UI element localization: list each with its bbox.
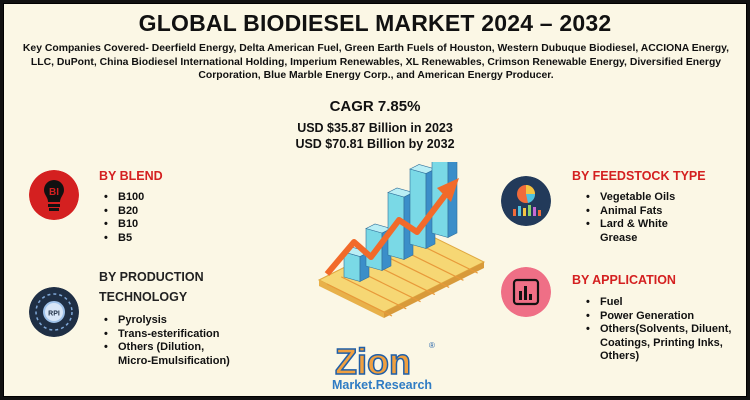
logo-mark: ® — [429, 341, 435, 350]
production-list: Pyrolysis Trans-esterification Others (D… — [100, 314, 230, 368]
list-item: Power Generation — [582, 310, 731, 324]
production-heading-line2: TECHNOLOGY — [99, 290, 188, 304]
list-item: B5 — [100, 232, 144, 246]
chart-base-stripe — [383, 254, 450, 288]
list-item: B20 — [100, 205, 144, 219]
list-item: Grease — [600, 231, 638, 244]
list-item: B10 — [100, 218, 144, 232]
list-item: Coatings, Printing Inks, — [600, 336, 723, 349]
list-item: Others(Solvents, Diluent, — [582, 323, 731, 337]
market-value-2023: USD $35.87 Billion in 2023 — [297, 121, 453, 135]
production-icon-text: RPI — [48, 311, 60, 318]
market-value-2032: USD $70.81 Billion by 2032 — [295, 137, 455, 151]
lightbulb-icon: BI — [29, 170, 79, 220]
zion-logo: Zion ® Market.Research — [332, 340, 435, 392]
trend-arrow-head — [437, 178, 459, 202]
dashboard-icon — [501, 267, 551, 317]
logo-word: Zion — [335, 341, 411, 382]
chart-base-front — [384, 262, 484, 318]
blend-list: B100 B20 B10 B5 — [100, 191, 144, 245]
logo-sub: Market.Research — [332, 378, 432, 392]
application-heading: BY APPLICATION — [572, 273, 676, 287]
chip-icon: RPI — [29, 287, 79, 337]
list-item: Trans-esterification — [100, 328, 230, 342]
chart-bar — [343, 251, 361, 282]
key-companies-text: Key Companies Covered- Deerfield Energy,… — [22, 43, 730, 82]
list-item: Others) — [600, 350, 640, 362]
list-item: Pyrolysis — [100, 314, 230, 328]
production-heading-line1: BY PRODUCTION — [99, 270, 204, 284]
chart-base-side — [319, 280, 384, 318]
infographic-frame: GLOBAL BIODIESEL MARKET 2024 – 2032 Key … — [3, 3, 747, 397]
feedstock-list: Vegetable Oils Animal Fats Lard & White … — [582, 191, 675, 245]
growth-bar-chart — [317, 162, 486, 318]
data-chart-icon — [501, 176, 551, 226]
chart-bar — [409, 168, 427, 249]
application-list: Fuel Power Generation Others(Solvents, D… — [582, 296, 731, 364]
list-item: Animal Fats — [582, 205, 675, 219]
chart-base-stripe — [341, 276, 407, 310]
list-item: Micro-Emulsification) — [118, 354, 230, 367]
blend-heading: BY BLEND — [99, 169, 163, 183]
list-item: Lard & White — [582, 218, 675, 232]
list-item: Others (Dilution, — [100, 341, 230, 355]
trend-arrow-line — [324, 188, 452, 276]
list-item: Fuel — [582, 296, 731, 310]
list-item: Vegetable Oils — [582, 191, 675, 205]
cagr-value: CAGR 7.85% — [329, 98, 421, 115]
chart-base-stripe — [326, 283, 393, 317]
page-title: GLOBAL BIODIESEL MARKET 2024 – 2032 — [138, 10, 612, 36]
blend-icon-text: BI — [49, 187, 59, 198]
list-item: B100 — [100, 191, 144, 205]
feedstock-heading: BY FEEDSTOCK TYPE — [572, 169, 706, 183]
